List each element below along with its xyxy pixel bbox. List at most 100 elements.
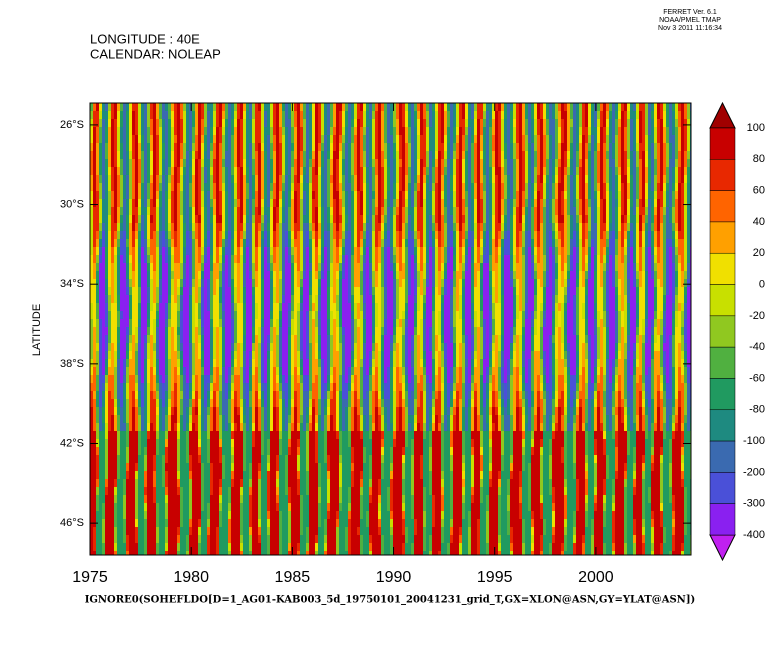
- field-cell: [168, 127, 171, 135]
- field-cell: [186, 255, 189, 263]
- field-cell: [318, 127, 321, 135]
- field-cell: [234, 167, 237, 175]
- field-cell: [192, 359, 195, 367]
- field-cell: [327, 447, 330, 455]
- field-cell: [291, 295, 294, 303]
- field-cell: [168, 407, 171, 415]
- field-cell: [123, 527, 126, 535]
- field-cell: [138, 143, 141, 151]
- field-cell: [255, 431, 258, 439]
- field-cell: [330, 271, 333, 279]
- field-cell: [249, 183, 252, 191]
- field-cell: [303, 199, 306, 207]
- field-cell: [90, 287, 93, 295]
- field-cell: [351, 271, 354, 279]
- field-cell: [210, 327, 213, 335]
- field-cell: [339, 327, 342, 335]
- field-cell: [183, 351, 186, 359]
- field-cell: [195, 479, 198, 487]
- field-cell: [318, 167, 321, 175]
- field-cell: [189, 439, 192, 447]
- field-cell: [177, 351, 180, 359]
- field-cell: [258, 503, 261, 511]
- field-cell: [144, 183, 147, 191]
- field-cell: [318, 231, 321, 239]
- field-cell: [129, 255, 132, 263]
- field-cell: [246, 143, 249, 151]
- field-cell: [348, 151, 351, 159]
- field-cell: [273, 431, 276, 439]
- field-cell: [192, 199, 195, 207]
- field-cell: [111, 223, 114, 231]
- field-cell: [336, 127, 339, 135]
- field-cell: [234, 383, 237, 391]
- field-cell: [261, 199, 264, 207]
- field-cell: [93, 271, 96, 279]
- field-cell: [180, 191, 183, 199]
- field-cell: [345, 327, 348, 335]
- field-cell: [234, 463, 237, 471]
- field-cell: [180, 279, 183, 287]
- field-cell: [240, 311, 243, 319]
- field-cell: [276, 327, 279, 335]
- field-cell: [333, 119, 336, 127]
- field-cell: [327, 463, 330, 471]
- field-cell: [249, 431, 252, 439]
- field-cell: [276, 271, 279, 279]
- field-cell: [150, 199, 153, 207]
- field-cell: [282, 303, 285, 311]
- field-cell: [252, 415, 255, 423]
- field-cell: [306, 215, 309, 223]
- field-cell: [162, 255, 165, 263]
- field-cell: [144, 415, 147, 423]
- field-cell: [345, 375, 348, 383]
- field-cell: [279, 543, 282, 551]
- field-cell: [285, 519, 288, 527]
- field-cell: [273, 191, 276, 199]
- field-cell: [105, 367, 108, 375]
- field-cell: [141, 543, 144, 551]
- field-cell: [156, 207, 159, 215]
- field-cell: [198, 143, 201, 151]
- field-cell: [225, 215, 228, 223]
- field-cell: [183, 391, 186, 399]
- field-cell: [297, 431, 300, 439]
- field-cell: [222, 375, 225, 383]
- field-cell: [201, 375, 204, 383]
- field-cell: [321, 391, 324, 399]
- field-cell: [153, 231, 156, 239]
- field-cell: [345, 495, 348, 503]
- field-cell: [312, 415, 315, 423]
- field-cell: [240, 519, 243, 527]
- field-cell: [198, 327, 201, 335]
- field-cell: [297, 511, 300, 519]
- field-cell: [327, 407, 330, 415]
- field-cell: [267, 391, 270, 399]
- field-cell: [303, 183, 306, 191]
- field-cell: [234, 359, 237, 367]
- field-cell: [252, 487, 255, 495]
- field-cell: [318, 407, 321, 415]
- field-cell: [255, 495, 258, 503]
- field-cell: [201, 255, 204, 263]
- field-cell: [129, 231, 132, 239]
- field-cell: [216, 231, 219, 239]
- field-cell: [210, 383, 213, 391]
- field-cell: [321, 367, 324, 375]
- field-cell: [207, 471, 210, 479]
- field-cell: [186, 415, 189, 423]
- field-cell: [174, 479, 177, 487]
- field-cell: [339, 183, 342, 191]
- field-cell: [153, 143, 156, 151]
- field-cell: [312, 495, 315, 503]
- field-cell: [141, 135, 144, 143]
- field-cell: [273, 303, 276, 311]
- field-cell: [195, 135, 198, 143]
- field-cell: [276, 535, 279, 543]
- field-cell: [255, 159, 258, 167]
- field-cell: [312, 471, 315, 479]
- field-cell: [345, 455, 348, 463]
- field-cell: [144, 375, 147, 383]
- field-cell: [183, 367, 186, 375]
- field-cell: [246, 295, 249, 303]
